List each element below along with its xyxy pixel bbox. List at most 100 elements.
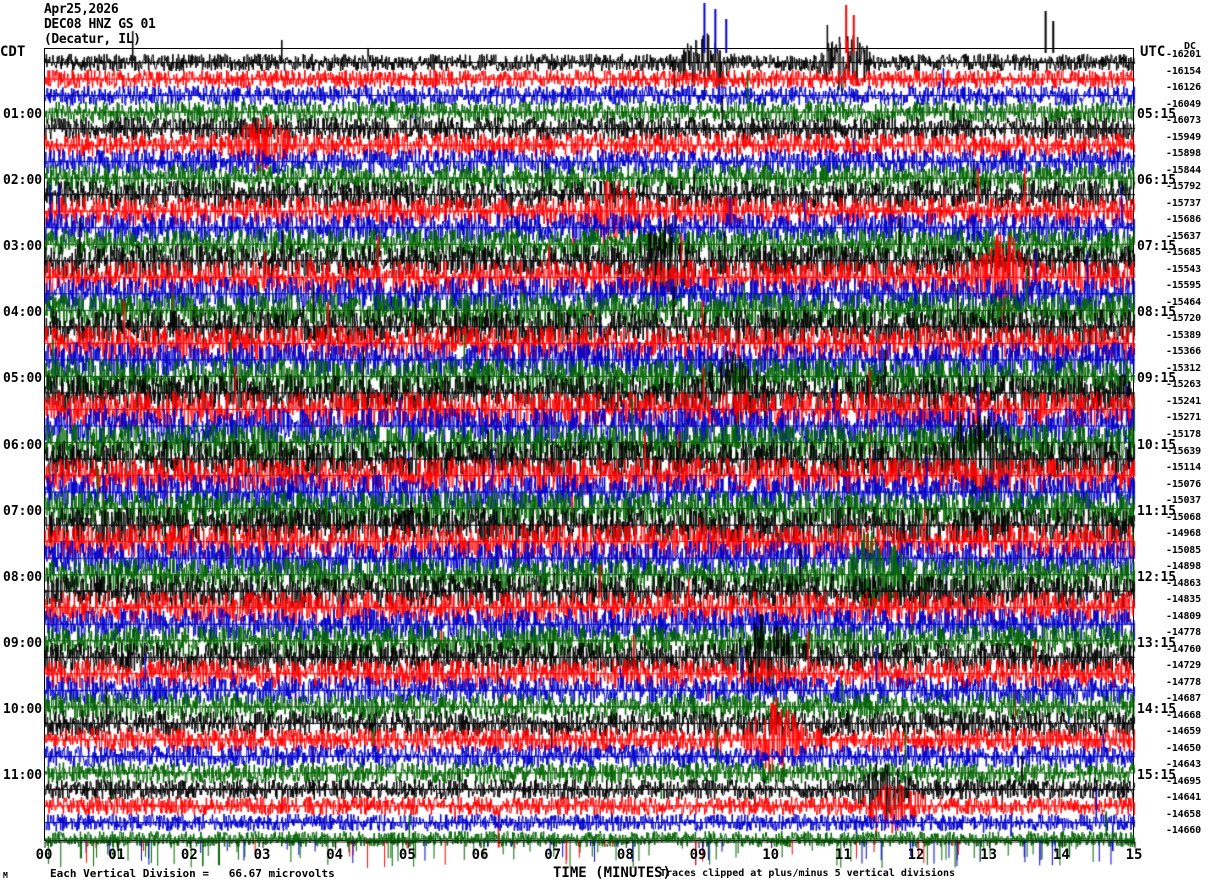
dc-offset-value: -15076 [1166,478,1201,490]
x-axis-tick-label: 08 [616,847,634,863]
dc-offset-value: -14641 [1166,792,1201,804]
x-axis-tick-label: 06 [471,847,489,863]
clipping-note: Traces clipped at plus/minus 5 vertical … [660,868,956,879]
dc-offset-value: -15637 [1166,230,1201,242]
dc-offset-value: -15543 [1166,263,1201,275]
header-station: DEC08 HNZ GS 01 [44,17,156,32]
local-hour-label: 06:00 [3,437,43,453]
dc-offset-value: -14778 [1166,627,1201,639]
x-axis-tick-label: 07 [544,847,562,863]
x-axis-tick-label: 02 [180,847,198,863]
x-axis-tick-label: 00 [35,847,53,863]
x-axis-tick-label: 11 [834,847,852,863]
x-axis-tick-label: 04 [326,847,344,863]
dc-offset-value: -15595 [1166,280,1201,292]
local-hour-label: 05:00 [3,371,43,387]
x-axis-tick-label: 13 [980,847,998,863]
utc-hour-label: 15:15 [1137,767,1177,783]
local-hour-label: 04:00 [3,305,43,321]
chart-header: Apr25,2026 DEC08 HNZ GS 01 (Decatur, IL) [44,2,156,47]
dc-offset-value: -15114 [1166,462,1201,474]
dc-offset-value: -14729 [1166,660,1201,672]
vertical-scale-note: Each Vertical Division = 66.67 microvolt… [50,867,335,880]
x-axis-tick-label: 01 [108,847,126,863]
x-axis-tick-label: 14 [1052,847,1070,863]
x-axis-tick-label: 15 [1125,847,1143,863]
dc-offset-value: -14687 [1166,693,1201,705]
utc-hour-label: 10:15 [1137,437,1177,453]
dc-offset-value: -15639 [1166,445,1201,457]
dc-offset-value: -15178 [1166,428,1201,440]
header-location: (Decatur, IL) [44,32,141,47]
x-axis-tick-label: 03 [253,847,271,863]
dc-offset-value: -15068 [1166,511,1201,523]
utc-hour-label: 06:15 [1137,173,1177,189]
dc-offset-value: -15720 [1166,313,1201,325]
dc-offset-value: -15312 [1166,362,1201,374]
x-axis-tick-label: 09 [689,847,707,863]
utc-hour-label: 07:15 [1137,239,1177,255]
local-hour-label: 03:00 [3,239,43,255]
dc-offset-value: -14835 [1166,594,1201,606]
dc-offset-value: -16126 [1166,82,1201,94]
dc-offset-value: -15464 [1166,296,1201,308]
dc-offset-value: -14898 [1166,561,1201,573]
dc-offset-value: -16201 [1166,49,1201,60]
dc-offset-value: -15366 [1166,346,1201,358]
dc-offset-value: -14760 [1166,643,1201,655]
dc-offset-value: -16049 [1166,98,1201,110]
dc-offset-value: -14643 [1166,759,1201,771]
utc-timezone-label: UTC [1140,44,1166,60]
local-hour-label: 09:00 [3,635,43,651]
x-axis-tick-label: 12 [907,847,925,863]
corner-marker: M [3,871,8,880]
dc-offset-value: -15037 [1166,495,1201,507]
utc-hour-label: 13:15 [1137,635,1177,651]
local-hour-label: 11:00 [3,767,43,783]
utc-hour-label: 11:15 [1137,503,1177,519]
dc-offset-value: -15389 [1166,329,1201,341]
dc-offset-value: -16073 [1166,115,1201,127]
dc-offset-value: -15898 [1166,148,1201,160]
utc-hour-label: 09:15 [1137,371,1177,387]
dc-offset-value: -15263 [1166,379,1201,391]
x-axis-title: TIME (MINUTES) [553,865,672,881]
local-hour-label: 07:00 [3,503,43,519]
local-hour-label: 02:00 [3,173,43,189]
dc-offset-value: -15685 [1166,247,1201,259]
utc-hour-label: 05:15 [1137,107,1177,123]
dc-offset-value: -15844 [1166,164,1201,176]
dc-offset-value: -14695 [1166,775,1201,787]
dc-offset-value: -14660 [1166,825,1201,837]
dc-offset-value: -16154 [1166,65,1201,77]
local-hour-label: 01:00 [3,107,43,123]
dc-offset-value: -14809 [1166,610,1201,622]
dc-offset-value: -14659 [1166,726,1201,738]
utc-hour-label: 08:15 [1137,305,1177,321]
dc-offset-value: -14658 [1166,808,1201,820]
dc-offset-value: -15271 [1166,412,1201,424]
dc-offset-value: -14650 [1166,742,1201,754]
dc-offset-value: -15792 [1166,181,1201,193]
dc-offset-value: -14778 [1166,676,1201,688]
local-timezone-label: CDT [0,44,26,60]
dc-offset-value: -15241 [1166,395,1201,407]
dc-offset-value: -15949 [1166,131,1201,143]
dc-column-header: DC [1184,41,1197,52]
dc-offset-value: -15686 [1166,214,1201,226]
dc-offset-value: -14668 [1166,709,1201,721]
utc-hour-label: 12:15 [1137,569,1177,585]
x-axis-tick-label: 05 [398,847,416,863]
local-hour-label: 10:00 [3,701,43,717]
utc-hour-label: 14:15 [1137,701,1177,717]
dc-offset-value: -14863 [1166,577,1201,589]
dc-offset-value: -14968 [1166,528,1201,540]
header-date: Apr25,2026 [44,2,119,17]
x-axis-tick-label: 10 [762,847,780,863]
x-axis: 00 01 02 03 04 05 06 07 08 09 10 11 12 13 14 15 TIME (M… [0,841,1210,886]
dc-offset-value: -15737 [1166,197,1201,209]
local-hour-label: 08:00 [3,569,43,585]
dc-offset-value: -15085 [1166,544,1201,556]
